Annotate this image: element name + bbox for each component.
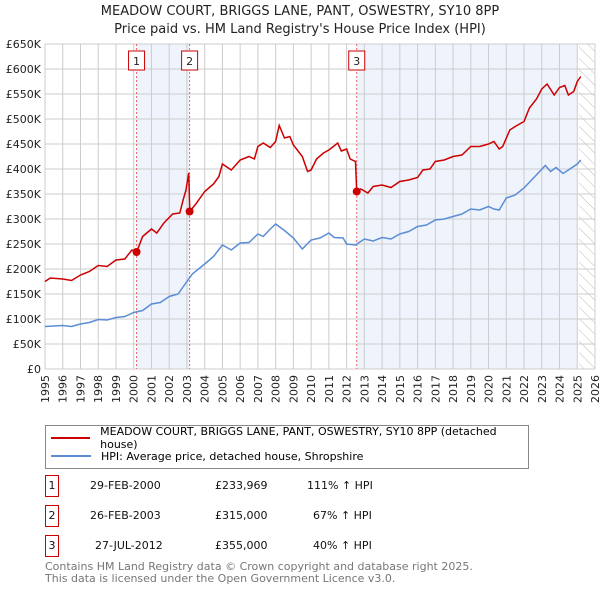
legend-swatch-hpi: [51, 455, 91, 457]
y-tick-label: £400K: [6, 163, 42, 176]
forecast-hatch: [579, 44, 595, 369]
x-tick-label: 2011: [323, 375, 336, 403]
x-tick-label: 2023: [536, 375, 549, 403]
x-tick-label: 2012: [341, 375, 354, 403]
sale-date: 29-FEB-2000: [90, 479, 161, 492]
x-tick-label: 2004: [199, 375, 212, 403]
y-tick-label: £450K: [6, 138, 42, 151]
sale-price: £315,000: [215, 509, 268, 522]
legend-label-property: MEADOW COURT, BRIGGS LANE, PANT, OSWESTR…: [100, 425, 497, 451]
x-tick-label: 2009: [287, 375, 300, 403]
y-tick-label: £600K: [6, 63, 42, 76]
footer-licence: This data is licensed under the Open Gov…: [45, 572, 396, 585]
sale-marker-box: [128, 50, 146, 71]
x-tick-label: 2000: [128, 375, 141, 403]
x-tick-label: 2021: [500, 375, 513, 403]
sale-badge: 1: [45, 475, 59, 497]
footer-copyright: Contains HM Land Registry data © Crown c…: [45, 560, 473, 573]
series-line: [44, 76, 582, 283]
sale-marker-box: [348, 50, 366, 71]
sale-point: [185, 207, 194, 216]
x-tick-label: 1999: [110, 375, 123, 403]
x-tick-label: 2016: [412, 375, 425, 403]
legend-label-hpi: HPI: Average price, detached house, Shro…: [101, 449, 364, 463]
series-line: [44, 159, 582, 328]
sale-hpi: 40% ↑ HPI: [313, 539, 372, 552]
sale-point: [132, 248, 141, 257]
x-tick-label: 2026: [589, 375, 600, 403]
shaded-range: [356, 44, 578, 369]
y-tick-label: £550K: [6, 88, 42, 101]
sale-date: 26-FEB-2003: [90, 509, 161, 522]
sale-date: 27-JUL-2012: [95, 539, 163, 552]
x-tick-label: 2002: [163, 375, 176, 403]
x-tick-label: 2013: [358, 375, 371, 403]
x-tick-label: 2001: [145, 375, 158, 403]
x-tick-label: 2018: [447, 375, 460, 403]
chart-subtitle: Price paid vs. HM Land Registry's House …: [114, 22, 486, 37]
y-tick-label: £200K: [6, 263, 42, 276]
x-tick-label: 2015: [394, 375, 407, 403]
x-tick-label: 1995: [39, 375, 52, 403]
sale-price: £355,000: [215, 539, 268, 552]
y-tick-label: £100K: [6, 313, 42, 326]
x-tick-label: 2007: [252, 375, 265, 403]
x-tick-label: 2010: [305, 375, 318, 403]
y-tick-label: £500K: [6, 113, 42, 126]
x-tick-label: 2025: [571, 375, 584, 403]
y-tick-label: £50K: [13, 338, 42, 351]
x-tick-label: 2014: [376, 375, 389, 403]
sale-badge: 3: [45, 535, 59, 557]
x-tick-label: 2005: [216, 375, 229, 403]
x-tick-label: 1997: [74, 375, 87, 403]
y-tick-label: £350K: [6, 188, 42, 201]
x-tick-label: 2024: [554, 375, 567, 403]
y-tick-label: £0: [27, 363, 41, 376]
x-tick-label: 1996: [57, 375, 70, 403]
x-tick-label: 2019: [465, 375, 478, 403]
y-tick-label: £300K: [6, 213, 42, 226]
sale-hpi: 67% ↑ HPI: [313, 509, 372, 522]
sale-hpi: 111% ↑ HPI: [307, 479, 373, 492]
sale-price: £233,969: [215, 479, 268, 492]
x-tick-label: 1998: [92, 375, 105, 403]
x-tick-label: 2003: [181, 375, 194, 403]
sale-marker-label: 1: [133, 55, 140, 68]
sale-badge: 2: [45, 505, 59, 527]
sale-marker-label: 3: [353, 55, 360, 68]
sale-row: 1 29-FEB-2000 £233,969 111% ↑ HPI: [45, 475, 545, 497]
legend-swatch-property: [51, 437, 91, 439]
x-tick-label: 2022: [518, 375, 531, 403]
sale-row: 3 27-JUL-2012 £355,000 40% ↑ HPI: [45, 535, 545, 557]
sale-marker-box: [181, 50, 199, 71]
chart-title: MEADOW COURT, BRIGGS LANE, PANT, OSWESTR…: [100, 4, 500, 19]
sale-row: 2 26-FEB-2003 £315,000 67% ↑ HPI: [45, 505, 545, 527]
y-tick-label: £150K: [6, 288, 42, 301]
sale-marker-label: 2: [186, 55, 193, 68]
x-tick-label: 2017: [429, 375, 442, 403]
y-tick-label: £650K: [6, 38, 42, 51]
x-tick-label: 2020: [483, 375, 496, 403]
sale-point: [352, 187, 361, 196]
legend: MEADOW COURT, BRIGGS LANE, PANT, OSWESTR…: [45, 425, 529, 469]
x-tick-label: 2008: [270, 375, 283, 403]
y-tick-label: £250K: [6, 238, 42, 251]
price-chart: 1995 1996 1997 1998 1999 2000 2001 2002 2003 2004…: [6, 38, 600, 403]
x-tick-label: 2006: [234, 375, 247, 403]
